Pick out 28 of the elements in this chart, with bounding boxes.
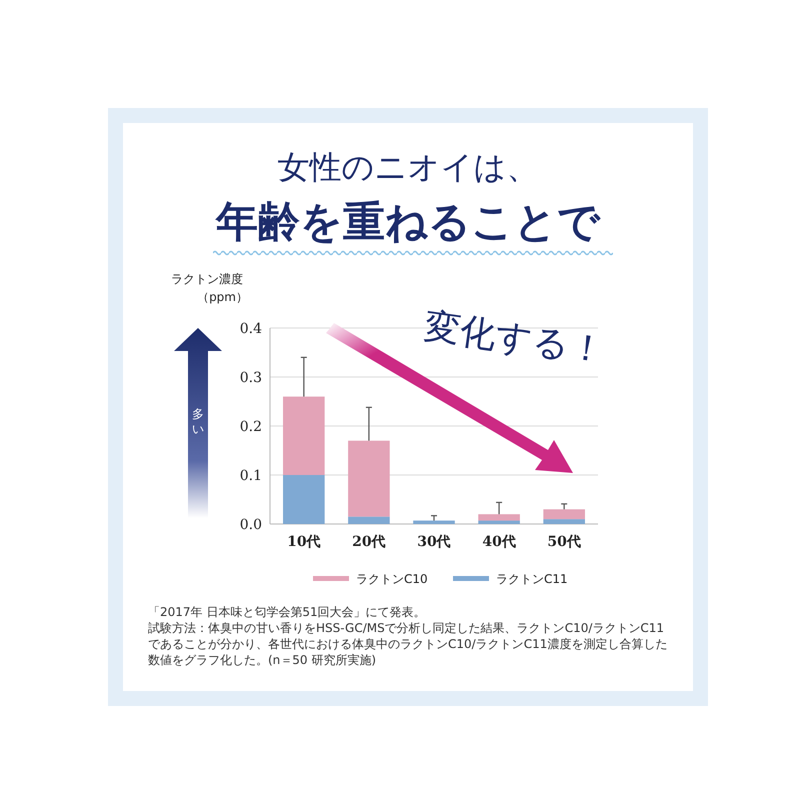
text: 試験方法：体臭中の甘い香りをHSS-GC/MSで分析し同定した結果、ラクトンC10/ラクトンC11であることが分かり、各世代における体臭中のラクトンC10/ラクトンC11濃度を測定し合算した数値をグラフ化した。(n＝50 研究所実施) — [148, 621, 668, 667]
annotation: 変化する！ — [422, 306, 608, 372]
x-tick-label: 30代 — [417, 534, 451, 550]
x-tick-label: 50代 — [547, 534, 581, 550]
y-tick-label: 0.2 — [240, 418, 262, 435]
bar — [543, 509, 585, 520]
text: 「2017年 日本味と匂学会第51回大会」にて発表。 — [148, 605, 426, 619]
legend-label: ラクトンC10 — [356, 572, 428, 586]
y-tick-label: 0.3 — [240, 370, 262, 386]
bar — [478, 520, 520, 524]
text: 多い — [192, 407, 204, 436]
bar — [413, 520, 455, 524]
x-tick-label: 20代 — [352, 534, 386, 550]
y-axis-title: ラクトン濃度（ppm） — [171, 272, 248, 304]
bar — [478, 514, 520, 521]
y-tick-label: 0.0 — [240, 516, 262, 533]
y-tick-label: 0.1 — [240, 468, 262, 484]
x-tick-label: 40代 — [482, 534, 516, 550]
bar — [348, 516, 390, 524]
bar — [283, 396, 325, 475]
bar — [348, 440, 390, 517]
legend-label: ラクトンC11 — [496, 572, 568, 586]
bar — [283, 475, 325, 524]
chart-subtitle: 年齢を重ねることで — [215, 197, 601, 246]
chart-title: 女性のニオイは、 — [278, 148, 538, 186]
bar — [543, 519, 585, 524]
y-tick-label: 0.4 — [240, 320, 262, 337]
x-tick-label: 10代 — [287, 534, 321, 550]
